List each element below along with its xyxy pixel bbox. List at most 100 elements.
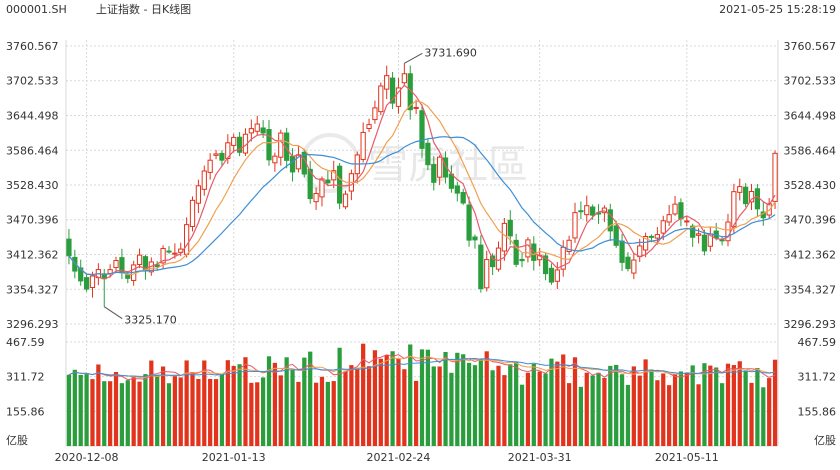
volume-bar [84,374,89,446]
price-tick-left: 3760.567 [6,40,59,53]
volume-bar [319,376,325,446]
volume-average-lines [68,354,776,381]
volume-bar [661,373,666,446]
volume-bar [208,378,213,446]
volume-bar [502,375,507,446]
vol-ma10-line [68,355,776,378]
price-tick-left: 3354.327 [6,283,59,296]
moving-average-lines [68,84,776,280]
candle-body [325,179,331,184]
volume-bar [272,362,278,446]
volume-bar [537,371,542,446]
volume-bar [255,382,260,446]
candle-body [495,247,502,270]
volume-bar [772,359,778,446]
volume-bar [490,370,495,446]
volume-unit-right: 亿股 [814,434,836,447]
price-tick-left: 3586.464 [6,144,59,157]
date-tick-label: 2021-01-13 [202,451,266,464]
volume-bar [166,383,172,446]
volume-bar [378,358,383,446]
volume-bar [649,369,654,446]
volume-bar [125,380,130,446]
volume-bar [696,384,701,446]
candle-body [648,235,655,238]
candle-body [384,75,390,90]
volume-bar [702,363,707,446]
date-tick-label: 2021-03-31 [508,451,572,464]
candle-body [431,164,437,183]
axis-ticks: 3760.567 3760.567 3702.533 3702.533 3644.498… [6,40,836,464]
volume-bar [155,374,160,446]
candle-body [366,124,372,129]
candle-body [401,73,407,84]
volume-bar [231,365,236,446]
candle-body [360,131,366,160]
volume-tick-left: 311.72 [6,371,45,384]
price-tick-left: 3644.498 [6,110,59,123]
volume-bar [137,381,142,446]
candle-body [207,159,213,173]
candle-body [466,204,472,241]
candle-body [266,129,272,161]
candle-body [690,225,696,238]
candle-body [731,191,737,228]
candle-body [189,199,196,228]
volume-bar [625,384,631,446]
volume-bar [584,372,589,446]
volume-bar [561,354,566,446]
candle-body [413,106,419,109]
volume-bar [349,365,354,446]
candle-body [460,191,466,204]
volume-bars [66,343,778,446]
volume-bar [290,370,295,446]
candle-body [231,136,237,146]
volume-bar [461,354,466,446]
annotation-low-label: 3325.170 [124,314,176,327]
candle-body [684,220,690,223]
volume-tick-right: 467.59 [798,336,837,349]
volume-bar [355,367,360,446]
candle-body [737,186,743,193]
volume-bar [325,381,330,446]
volume-bar [767,378,772,446]
candle-body [154,264,160,268]
candle-body [519,258,525,262]
volume-bar [243,357,248,446]
volume-bar [361,343,366,446]
volume-bar [202,360,207,446]
price-tick-left: 3702.533 [6,75,59,88]
date-tick-label: 2020-12-08 [55,451,119,464]
candle-body [607,209,613,232]
candle-body [342,193,349,208]
volume-bar [331,381,336,446]
candle-body [725,221,731,242]
candle-body [184,224,190,255]
volume-bar [225,360,230,446]
price-tick-right: 3470.396 [784,214,837,227]
candle-body [548,267,555,283]
ma10-line [68,100,776,276]
price-tick-right: 3528.430 [784,179,837,192]
volume-bar [249,382,254,446]
volume-bar [219,374,225,446]
volume-bar [449,372,454,446]
candle-body [172,252,178,255]
chart-title: 上证指数 - 日K线图 [96,2,191,16]
candle-body [66,238,72,257]
volume-bar [484,351,489,446]
price-tick-right: 3296.293 [784,318,837,331]
price-tick-right: 3412.362 [784,248,837,261]
candle-body [554,269,560,282]
candle-body [113,260,119,269]
volume-bar [96,364,101,446]
candle-body [590,206,596,216]
candle-body [695,233,702,236]
volume-bar [578,386,583,446]
volume-bar [690,365,695,446]
candle-body [719,239,725,242]
volume-tick-right: 311.72 [798,371,837,384]
volume-bar [413,380,419,446]
volume-bar [78,374,83,446]
volume-bar [113,372,119,446]
